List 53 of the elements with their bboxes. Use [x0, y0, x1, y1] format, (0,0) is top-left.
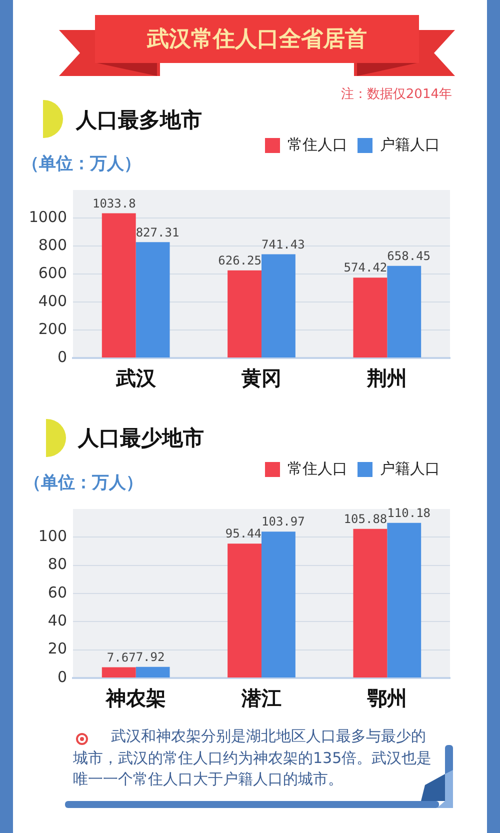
y-axis-title: （单位：万人） — [24, 473, 143, 493]
bar — [353, 278, 388, 358]
data-label: 658.45 — [387, 248, 431, 263]
x-tick-label: 神农架 — [104, 686, 166, 710]
chart-title: 人口最少地市 — [78, 426, 204, 450]
bar — [387, 522, 422, 678]
y-tick-label: 400 — [38, 292, 67, 310]
legend-label: 常住人口 — [288, 459, 348, 478]
bar — [228, 270, 262, 358]
y-tick-label: 800 — [38, 236, 67, 254]
x-tick-label: 潜江 — [240, 686, 282, 710]
text: 武汉和神农架分别是湖北地区人口最多与最少的城市，武汉的常住人口约为神农架的135倍。武汉也是唯一一个常住人口大于户籍人口的城市。 — [73, 726, 433, 790]
x-tick-label: 武汉 — [114, 366, 157, 390]
y-tick-label: 100 — [38, 527, 67, 546]
data-label: 827.31 — [136, 225, 180, 240]
bar — [136, 666, 170, 678]
data-label: 105.88 — [344, 512, 388, 526]
bar — [262, 254, 296, 358]
legend-label: 常住人口 — [288, 135, 348, 154]
legend-label: 户籍人口 — [380, 459, 440, 478]
data-label: 741.43 — [262, 237, 305, 252]
data-label: 626.25 — [218, 253, 262, 268]
chart-subtitle: 人口最多地市 — [76, 108, 202, 132]
data-label: 574.42 — [344, 260, 388, 275]
data-label: 103.97 — [262, 514, 305, 529]
bar — [353, 528, 388, 678]
bar — [102, 667, 136, 678]
bar — [136, 242, 170, 358]
x-tick-label: 鄂州 — [367, 686, 408, 710]
data-label: 7.67 — [106, 650, 136, 664]
y-tick-label: 20 — [48, 640, 67, 658]
y-tick-label: 0 — [57, 668, 67, 686]
y-tick-label: 1000 — [28, 208, 67, 226]
chart-title: 武汉常住人口全省居首 — [146, 27, 368, 53]
y-tick-label: 0 — [57, 348, 67, 366]
bar — [262, 532, 296, 678]
y-tick-label: 200 — [38, 320, 67, 338]
x-tick-label: 荆州 — [366, 366, 408, 390]
y-tick-label: 600 — [38, 264, 67, 282]
y-axis-title: （单位：万人） — [22, 154, 141, 174]
legend-label: 户籍人口 — [380, 135, 440, 154]
bar — [228, 544, 262, 678]
bar — [102, 213, 136, 358]
y-tick-label: 80 — [48, 555, 67, 574]
data-label: 95.44 — [225, 526, 262, 541]
data-label: 1033.8 — [92, 196, 136, 210]
text: 注：数据仅2014年 — [340, 87, 452, 103]
y-tick-label: 40 — [48, 612, 67, 630]
bar — [387, 266, 422, 358]
x-tick-label: 黄冈 — [240, 366, 282, 390]
y-tick-label: 60 — [48, 583, 67, 602]
data-label: 110.18 — [387, 506, 431, 520]
data-label: 7.92 — [136, 650, 165, 664]
